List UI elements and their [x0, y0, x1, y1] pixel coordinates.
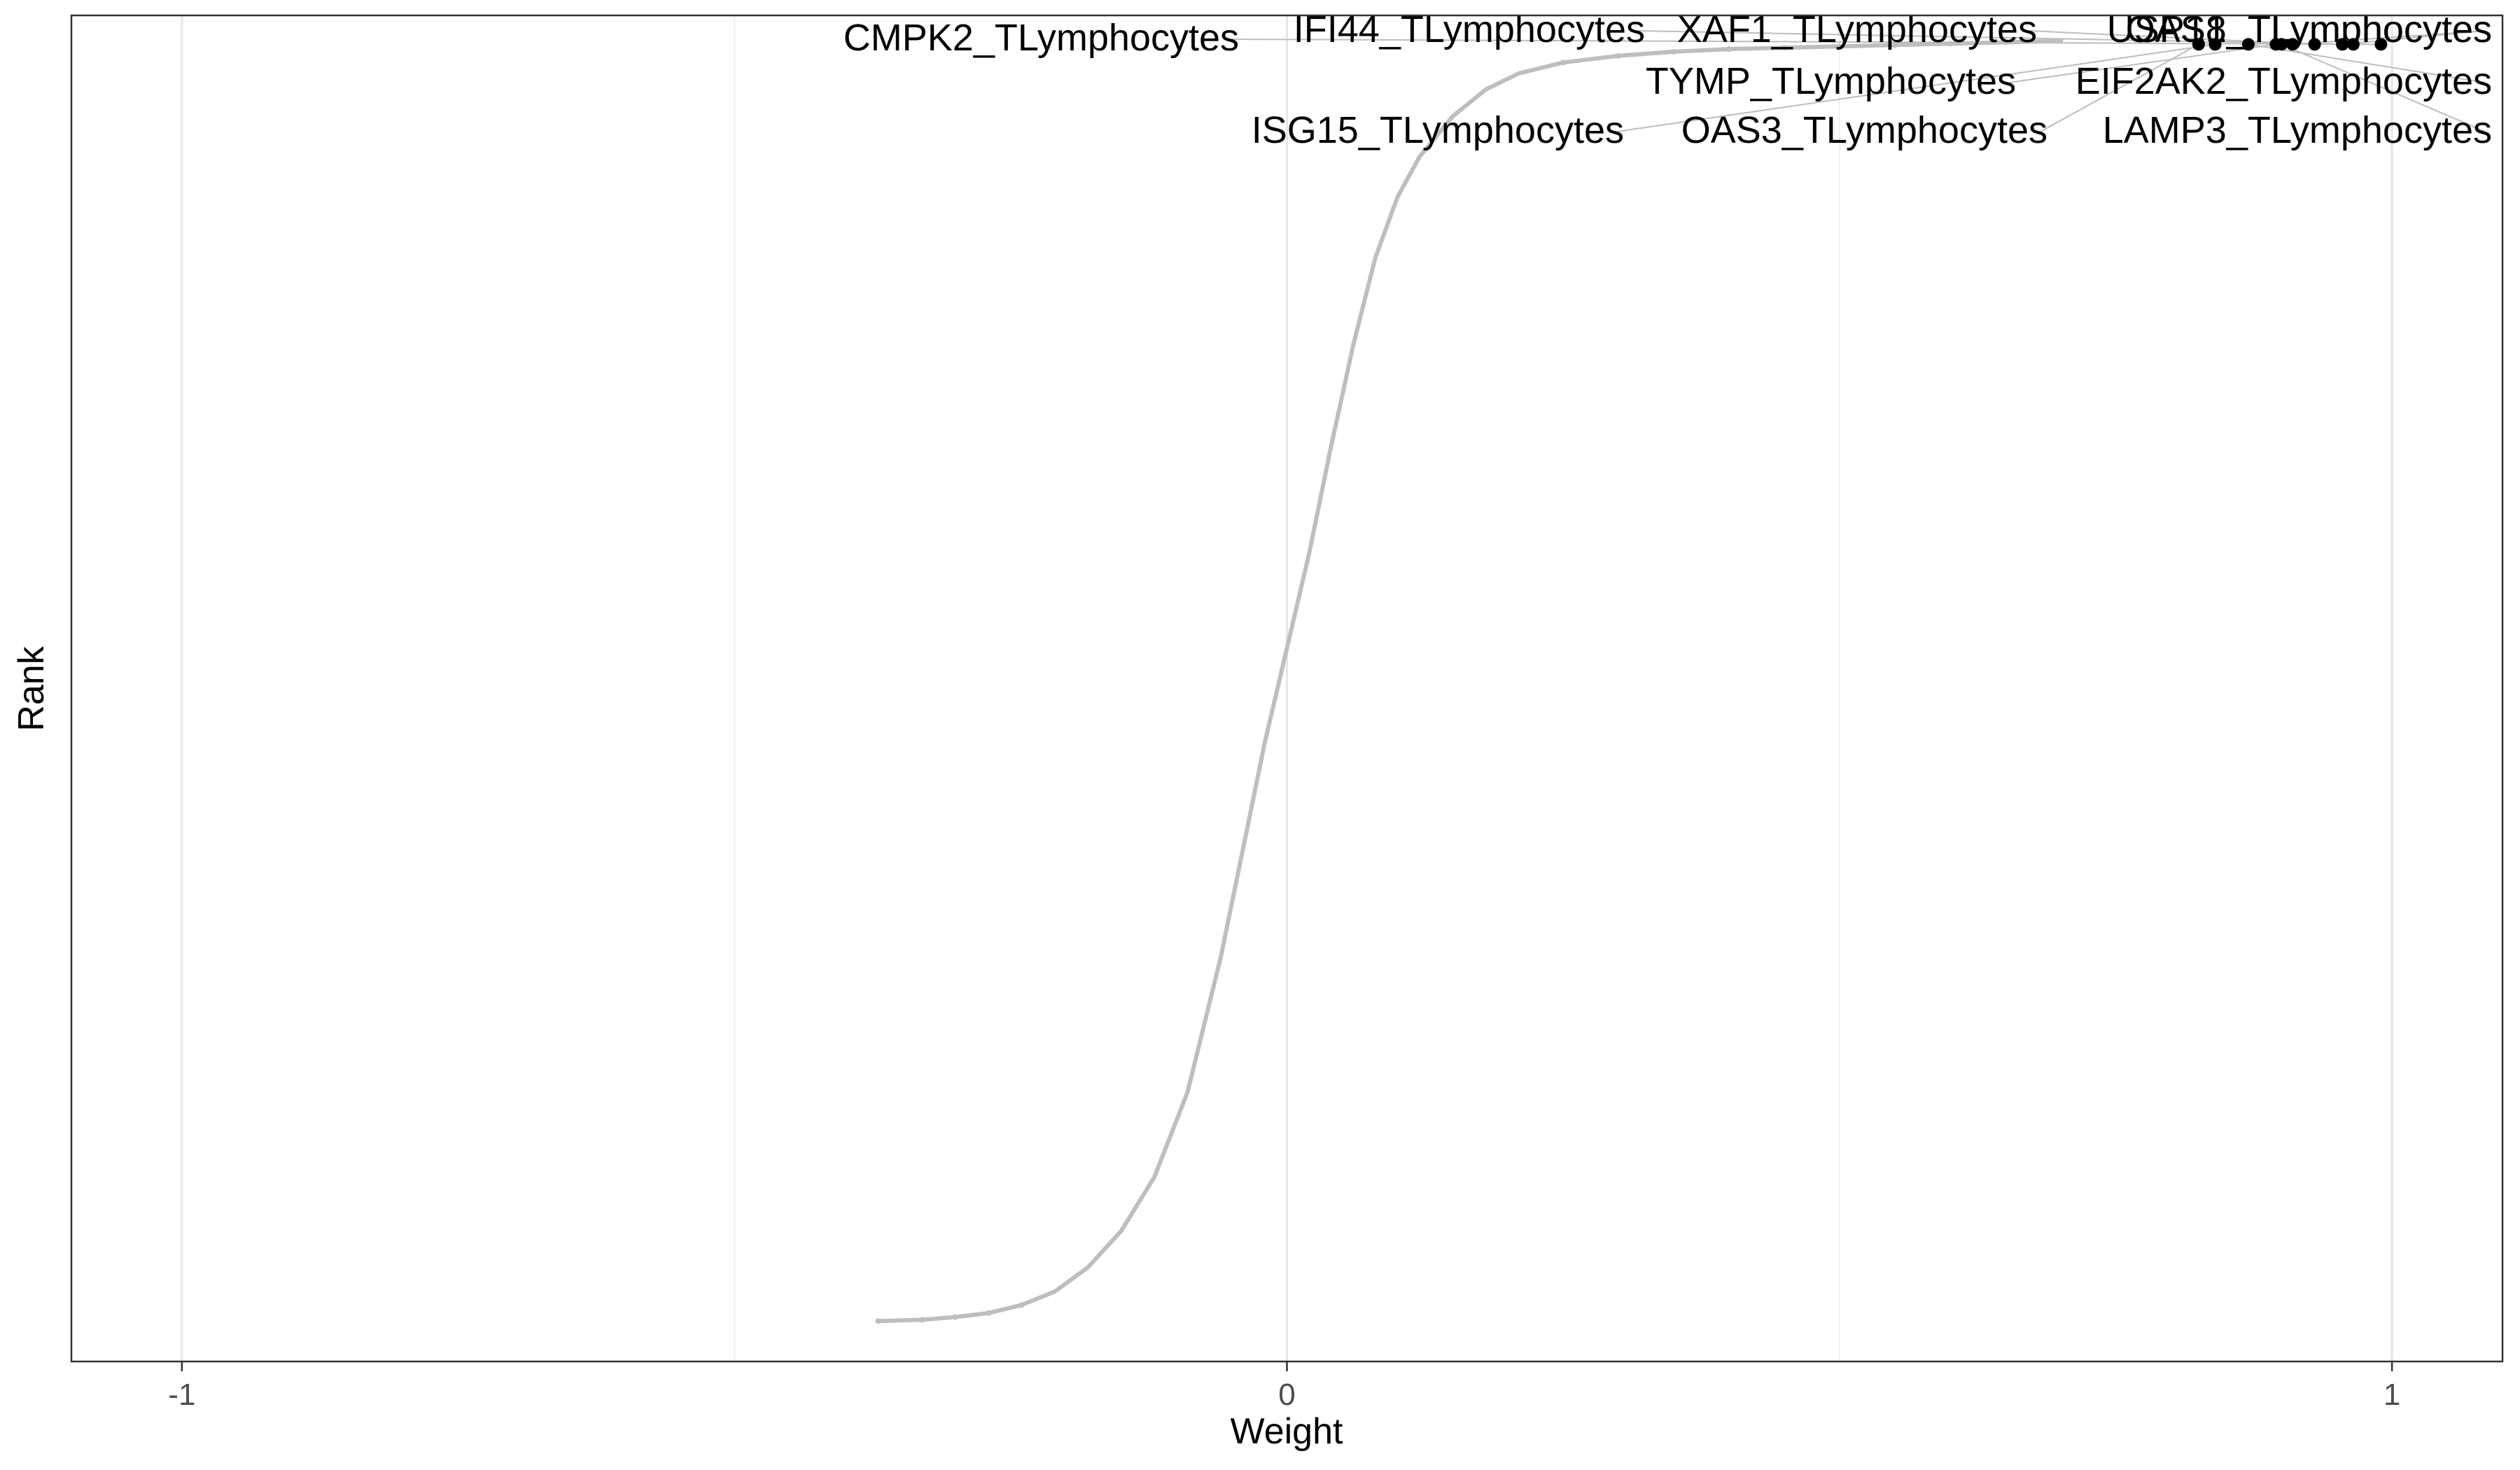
gene-label: EIF2AK2_TLymphocytes: [2076, 60, 2492, 102]
curve-point: [1891, 42, 1898, 48]
curve-point: [952, 1314, 958, 1320]
highlighted-point: [2308, 38, 2321, 51]
leader-line: [2029, 30, 2315, 46]
x-axis-ticks: -1 0 1: [168, 1362, 2400, 1412]
curve-point: [1781, 45, 1787, 51]
x-tick-label: -1: [168, 1378, 195, 1412]
curve-point: [1726, 46, 1732, 52]
label-leader-lines: [1231, 30, 2486, 132]
highlighted-point: [2208, 38, 2222, 51]
curve-point: [986, 1310, 992, 1316]
curve-point: [1671, 48, 1677, 55]
x-tick-label: 0: [1278, 1378, 1295, 1412]
gene-label: CMPK2_TLymphocytes: [844, 17, 1239, 59]
gene-label: ISG15_TLymphocytes: [1252, 109, 1624, 151]
y-axis-title: Rank: [11, 645, 52, 731]
curve-point: [875, 1318, 881, 1324]
highlighted-points: [2192, 38, 2388, 51]
rank-curve-line: [878, 38, 2061, 1324]
curve-point: [1836, 43, 1842, 50]
gene-label: OAS3_TLymphocytes: [1681, 109, 2047, 151]
gridlines: [181, 15, 2393, 1362]
leader-line: [1231, 38, 2381, 46]
leader-line: [2008, 43, 2276, 83]
gene-labels: CMPK2_TLymphocytes IFI44_TLymphocytes XAF1…: [844, 8, 2492, 151]
curve-point: [919, 1317, 925, 1323]
leader-line: [2040, 43, 2199, 132]
highlighted-point: [2192, 38, 2205, 51]
highlighted-point: [2286, 38, 2300, 51]
leader-line: [2248, 43, 2486, 83]
x-tick-label: 1: [2384, 1378, 2400, 1412]
highlighted-point: [2336, 38, 2349, 51]
leader-line: [1637, 30, 2353, 46]
leader-line: [2292, 30, 2486, 46]
curve-point: [1018, 1302, 1025, 1308]
gene-label: TYMP_TLymphocytes: [1646, 60, 2016, 102]
leader-line: [1616, 43, 2216, 132]
highlighted-point: [2241, 38, 2255, 51]
highlighted-point: [2346, 38, 2360, 51]
x-axis-title: Weight: [1231, 1411, 1343, 1452]
curve-point: [1616, 52, 1622, 59]
rank-curve: [875, 38, 2064, 1324]
highlighted-point: [2275, 38, 2288, 51]
curve-point: [1560, 59, 1567, 66]
highlighted-point: [2374, 38, 2388, 51]
gene-label: LAMP3_TLymphocytes: [2103, 109, 2492, 151]
leader-line: [2281, 43, 2486, 132]
